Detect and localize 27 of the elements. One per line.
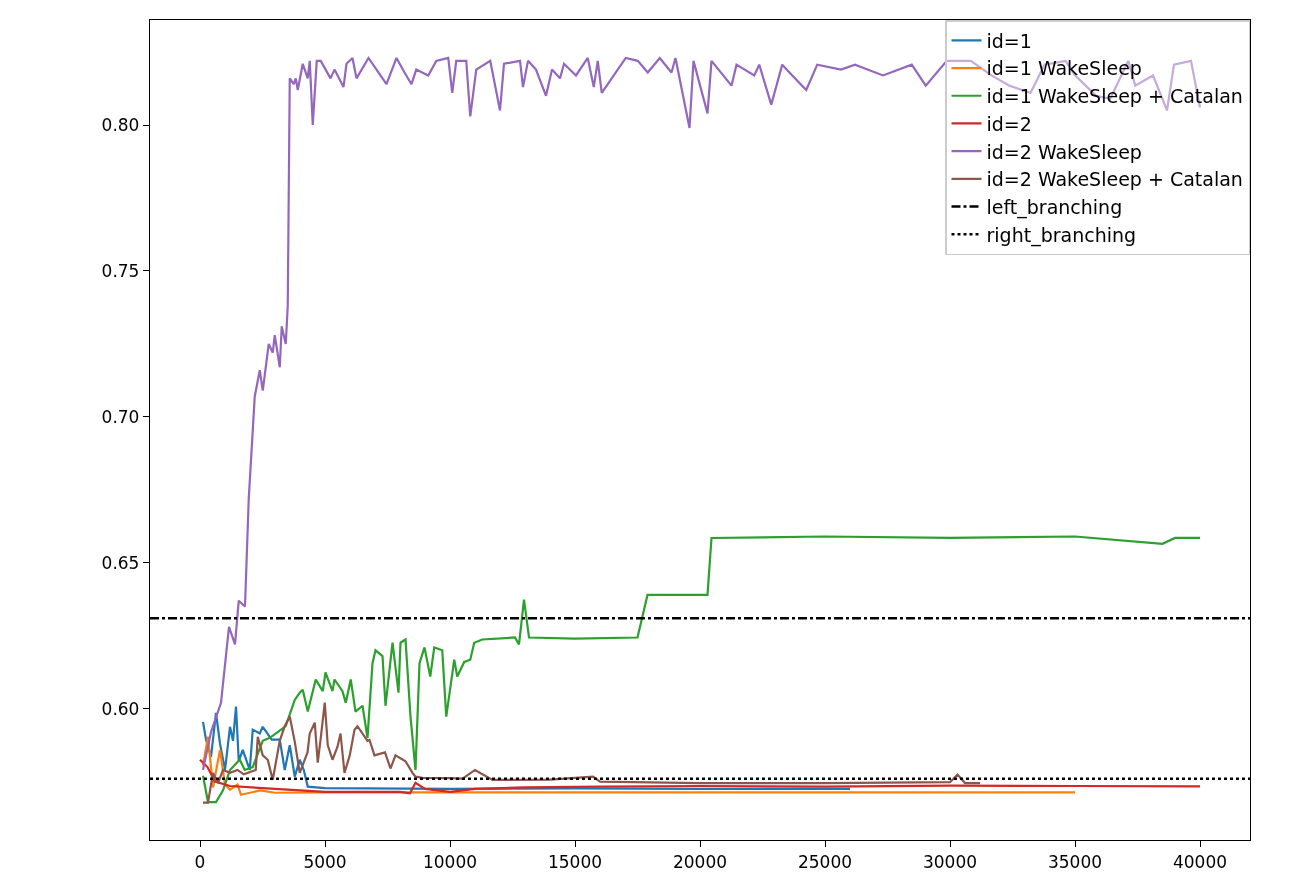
- legend-label: right_branching: [986, 223, 1137, 247]
- line-series: [201, 735, 1077, 796]
- legend-label: id=2: [986, 112, 1032, 135]
- legend-label: id=2 WakeSleep + Catalan: [986, 168, 1243, 191]
- y-tick-label: 0.70: [101, 406, 140, 427]
- legend-label: id=2 WakeSleep: [986, 140, 1142, 163]
- line-series: [201, 535, 1202, 804]
- x-tick-label: 15000: [547, 851, 603, 872]
- x-tick-label: 35000: [1047, 851, 1103, 872]
- x-tick-label: 30000: [922, 851, 978, 872]
- line-series: [201, 705, 852, 791]
- y-tick-label: 0.75: [101, 260, 140, 281]
- y-tick-label: 0.80: [101, 115, 140, 135]
- x-tick-label: 0: [194, 851, 206, 872]
- y-tick-label: 0.60: [101, 698, 140, 719]
- y-tick-label: 0.65: [101, 552, 140, 573]
- line-series: [201, 701, 982, 804]
- x-tick-label: 5000: [303, 851, 347, 872]
- x-tick-label: 40000: [1172, 851, 1228, 872]
- legend-label: left_branching: [986, 195, 1123, 219]
- legend-label: id=1: [986, 29, 1032, 52]
- legend-label: id=1 WakeSleep: [986, 57, 1142, 80]
- x-tick-label: 20000: [672, 851, 728, 872]
- x-tick-label: 10000: [422, 851, 478, 872]
- line-series: [198, 758, 1202, 795]
- x-tick-label: 25000: [797, 851, 853, 872]
- legend-label: id=1 WakeSleep + Catalan: [986, 85, 1243, 108]
